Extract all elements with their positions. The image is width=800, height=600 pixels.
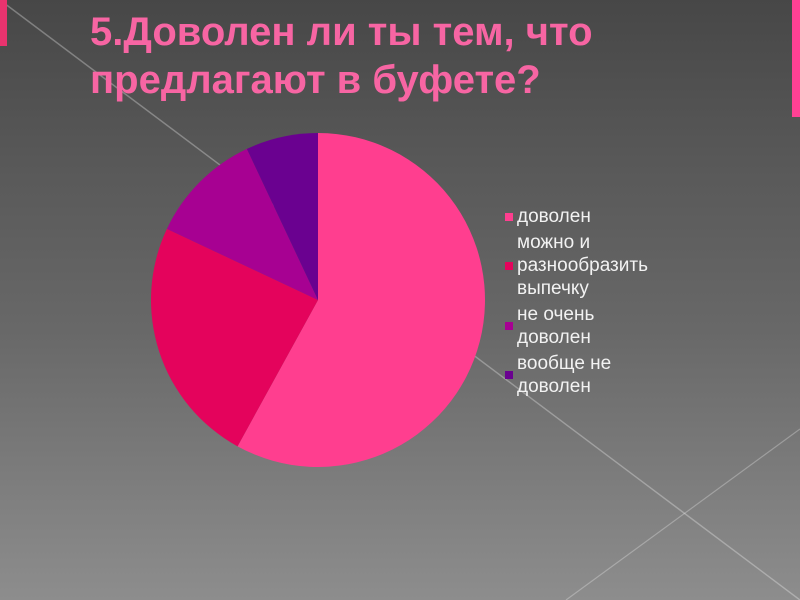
chart-legend: доволен можно и разнообразить выпечку не… — [505, 205, 655, 398]
pie-slice-0 — [237, 133, 486, 467]
diagonal-line — [565, 428, 800, 600]
legend-swatch-icon — [505, 371, 513, 379]
legend-item: вообще не доволен — [505, 352, 655, 398]
edge-accent-left — [0, 0, 7, 46]
slide-title: 5.Доволен ли ты тем, что предлагают в бу… — [90, 10, 593, 102]
legend-item: не очень доволен — [505, 303, 655, 349]
legend-item: доволен — [505, 205, 655, 228]
pie-chart-area — [150, 132, 486, 468]
legend-swatch-icon — [505, 261, 513, 270]
pie-chart — [150, 133, 486, 467]
legend-label: не очень доволен — [517, 304, 595, 348]
edge-accent-right — [792, 0, 800, 117]
legend-label: вообще не доволен — [517, 353, 612, 397]
legend-swatch-icon — [505, 322, 513, 330]
legend-swatch-icon — [505, 212, 513, 221]
legend-item: можно и разнообразить выпечку — [505, 231, 655, 300]
legend-label: доволен — [517, 206, 591, 227]
pie-slice-1 — [150, 228, 318, 447]
pie-slice-3 — [246, 133, 318, 300]
legend-label: можно и разнообразить выпечку — [517, 232, 648, 299]
pie-slice-2 — [166, 148, 318, 300]
